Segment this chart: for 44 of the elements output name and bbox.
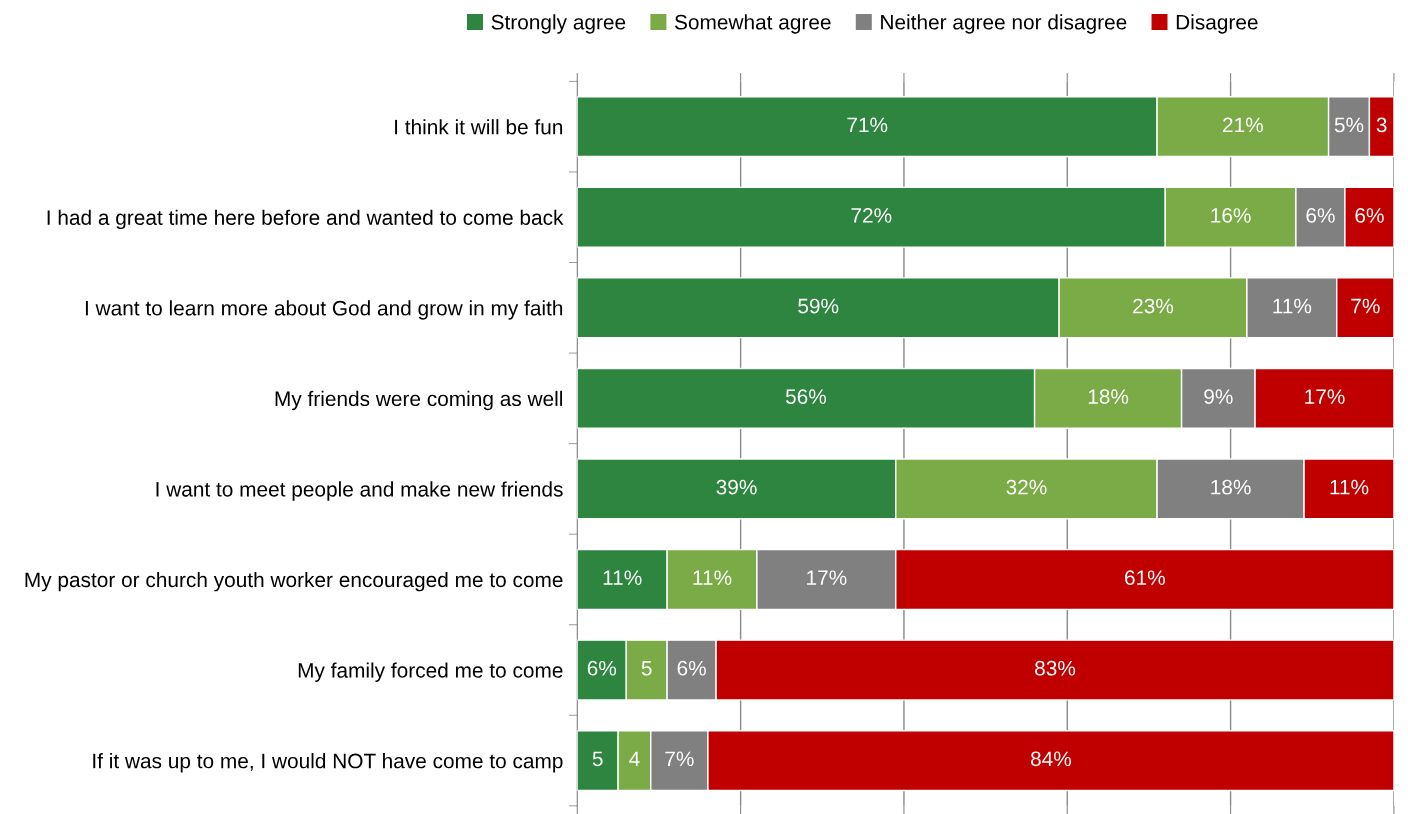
data-label: 17% xyxy=(807,570,847,585)
data-label: 16% xyxy=(1211,208,1251,223)
y-tick-label: My family forced me to come xyxy=(298,662,563,682)
data-label: 11% xyxy=(693,570,732,585)
data-label: 6% xyxy=(677,660,706,676)
data-label: 61% xyxy=(1125,570,1165,586)
y-tick-label: I think it will be fun xyxy=(395,119,563,135)
data-label: 17% xyxy=(1305,389,1345,404)
y-tick-label: I had a great time here before and wanted to come back xyxy=(47,209,564,230)
legend-label: Somewhat agree xyxy=(674,14,831,34)
y-tick-label: I want to meet people and make new friends xyxy=(156,481,563,501)
legend-label: Disagree xyxy=(1176,14,1258,34)
data-label: 7% xyxy=(1351,298,1380,314)
data-label: 6% xyxy=(1306,208,1335,223)
data-label: 71% xyxy=(847,117,888,133)
data-label: 11% xyxy=(603,570,642,585)
data-label: 32% xyxy=(1006,479,1047,495)
data-label: 9% xyxy=(1204,389,1233,404)
data-label: 18% xyxy=(1088,389,1129,404)
data-label: 18% xyxy=(1211,479,1251,495)
data-label: 39% xyxy=(716,479,757,495)
data-label: 5 xyxy=(641,661,652,676)
data-label: 11% xyxy=(1273,298,1312,314)
legend-label: Neither agree nor disagree xyxy=(881,14,1127,34)
data-label: 4 xyxy=(629,751,640,766)
data-label: 7% xyxy=(665,751,694,767)
y-tick-label: If it was up to me, I would NOT have come to camp xyxy=(93,753,563,773)
data-label: 56% xyxy=(785,389,827,404)
y-tick-label: My friends were coming as well xyxy=(275,390,563,411)
data-label: 21% xyxy=(1223,117,1263,133)
legend-label: Strongly agree xyxy=(491,14,626,34)
data-label: 83% xyxy=(1035,660,1076,676)
data-label: 23% xyxy=(1133,298,1174,314)
data-label: 3 xyxy=(1376,117,1387,133)
data-label: 6% xyxy=(587,660,617,676)
data-label: 5 xyxy=(592,751,603,767)
data-label: 11% xyxy=(1330,479,1369,495)
data-label: 59% xyxy=(798,298,839,314)
y-tick-label: My pastor or church youth worker encouraged me to come xyxy=(25,571,563,592)
y-tick-label: I want to learn more about God and grow in my faith xyxy=(85,300,563,320)
data-label: 6% xyxy=(1355,208,1384,223)
data-label: 72% xyxy=(851,208,892,223)
data-label: 84% xyxy=(1030,751,1072,767)
data-label: 5% xyxy=(1334,117,1364,133)
